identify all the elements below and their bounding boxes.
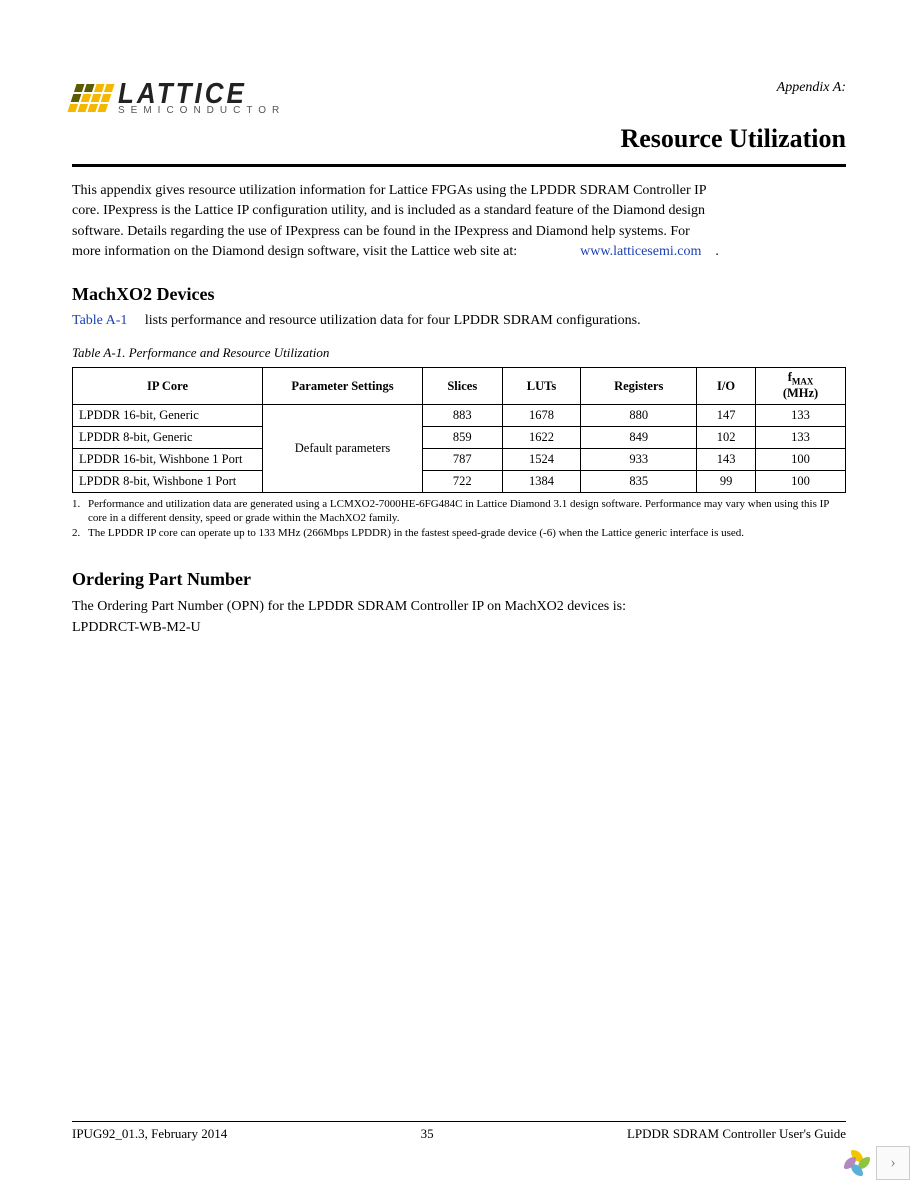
intro-text: software. Details regarding the use of I…: [72, 224, 690, 239]
footer-right: LPDDR SDRAM Controller User's Guide: [627, 1126, 846, 1142]
footnote-text: Performance and utilization data are gen…: [88, 497, 846, 527]
cell-io: 143: [697, 448, 756, 470]
cell-ipcore: LPDDR 8-bit, Wishbone 1 Port: [73, 470, 263, 492]
intro-text: core. IPexpress is the Lattice IP config…: [72, 203, 705, 218]
cell-regs: 835: [581, 470, 697, 492]
cell-params: Default parameters: [263, 404, 423, 492]
table-footnotes: 1.Performance and utilization data are g…: [72, 497, 846, 542]
cell-regs: 849: [581, 426, 697, 448]
cell-io: 99: [697, 470, 756, 492]
table-ref-text: lists performance and resource utilizati…: [145, 313, 641, 328]
footer-page-number: 35: [421, 1126, 434, 1142]
logo-brand: LATTICE: [118, 79, 285, 108]
header-rule: [72, 164, 846, 167]
viewer-nav-widget: ›: [844, 1146, 910, 1180]
fmax-unit: (MHz): [783, 386, 818, 400]
pinwheel-icon[interactable]: [844, 1150, 870, 1176]
lattice-logo: LATTICE SEMICONDUCTOR: [72, 80, 285, 116]
cell-fmax: 133: [756, 404, 846, 426]
cell-io: 147: [697, 404, 756, 426]
logo-icon: [67, 84, 114, 112]
cell-luts: 1678: [502, 404, 581, 426]
th-luts: LUTs: [502, 368, 581, 404]
footer-left: IPUG92_01.3, February 2014: [72, 1126, 227, 1142]
resource-utilization-table: IP Core Parameter Settings Slices LUTs R…: [72, 367, 846, 492]
cell-luts: 1384: [502, 470, 581, 492]
intro-text: more information on the Diamond design s…: [72, 244, 517, 259]
table-row: LPDDR 8-bit, Generic 859 1622 849 102 13…: [73, 426, 846, 448]
opn-line2: LPDDRCT-WB-M2-U: [72, 620, 201, 635]
page-title: Resource Utilization: [620, 124, 846, 154]
cell-fmax: 100: [756, 448, 846, 470]
appendix-label: Appendix A:: [620, 80, 846, 96]
table-header-row: IP Core Parameter Settings Slices LUTs R…: [73, 368, 846, 404]
cell-fmax: 100: [756, 470, 846, 492]
th-io: I/O: [697, 368, 756, 404]
cell-luts: 1524: [502, 448, 581, 470]
chevron-right-icon: ›: [890, 1154, 895, 1172]
cell-slices: 787: [423, 448, 503, 470]
section-heading-opn: Ordering Part Number: [72, 569, 846, 590]
page-footer: IPUG92_01.3, February 2014 35 LPDDR SDRA…: [72, 1121, 846, 1142]
th-ipcore: IP Core: [73, 368, 263, 404]
table-reference-line: Table A-1 lists performance and resource…: [72, 311, 846, 331]
cell-regs: 880: [581, 404, 697, 426]
cell-ipcore: LPDDR 8-bit, Generic: [73, 426, 263, 448]
cell-io: 102: [697, 426, 756, 448]
th-registers: Registers: [581, 368, 697, 404]
table-row: LPDDR 8-bit, Wishbone 1 Port 722 1384 83…: [73, 470, 846, 492]
footnote-text: The LPDDR IP core can operate up to 133 …: [88, 526, 744, 541]
opn-text: The Ordering Part Number (OPN) for the L…: [72, 596, 846, 638]
next-page-button[interactable]: ›: [876, 1146, 910, 1180]
table-row: LPDDR 16-bit, Wishbone 1 Port 787 1524 9…: [73, 448, 846, 470]
intro-text: This appendix gives resource utilization…: [72, 183, 707, 198]
cell-slices: 883: [423, 404, 503, 426]
cell-fmax: 133: [756, 426, 846, 448]
cell-ipcore: LPDDR 16-bit, Generic: [73, 404, 263, 426]
table-ref-link[interactable]: Table A-1: [72, 313, 127, 328]
cell-slices: 722: [423, 470, 503, 492]
th-slices: Slices: [423, 368, 503, 404]
th-fmax: fMAX (MHz): [756, 368, 846, 404]
table-caption: Table A-1. Performance and Resource Util…: [72, 345, 846, 361]
opn-line1: The Ordering Part Number (OPN) for the L…: [72, 599, 626, 614]
cell-slices: 859: [423, 426, 503, 448]
cell-regs: 933: [581, 448, 697, 470]
footnote-num: 2.: [72, 526, 84, 541]
cell-ipcore: LPDDR 16-bit, Wishbone 1 Port: [73, 448, 263, 470]
th-params: Parameter Settings: [263, 368, 423, 404]
lattice-website-link[interactable]: www.latticesemi.com: [580, 244, 701, 259]
intro-paragraph: This appendix gives resource utilization…: [72, 181, 846, 262]
footnote-num: 1.: [72, 497, 84, 527]
table-row: LPDDR 16-bit, Generic Default parameters…: [73, 404, 846, 426]
page-header: LATTICE SEMICONDUCTOR Appendix A: Resour…: [72, 80, 846, 154]
section-heading-machxo2: MachXO2 Devices: [72, 284, 846, 305]
cell-luts: 1622: [502, 426, 581, 448]
